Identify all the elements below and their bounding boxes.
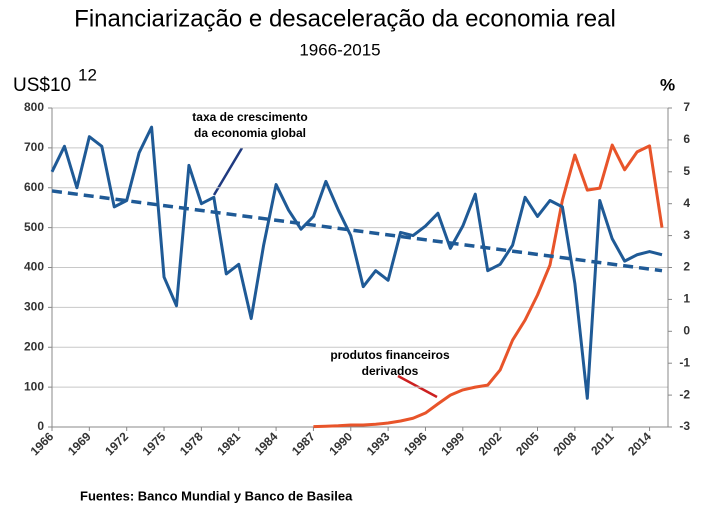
y2-tick-label: 4 xyxy=(683,196,690,210)
x-tick-label: 2014 xyxy=(625,429,654,458)
y-axis-label: US$10 xyxy=(13,75,71,96)
y2-tick-label: -1 xyxy=(679,355,690,369)
y2-tick-label: -3 xyxy=(679,419,690,433)
x-tick-label: 1978 xyxy=(177,429,206,458)
y-tick-label: 800 xyxy=(24,100,44,114)
y-tick-label: 0 xyxy=(37,419,44,433)
source: Fuentes: Banco Mundial y Banco de Basile… xyxy=(80,488,353,503)
line xyxy=(313,143,664,429)
y-axis-label-exponent: 12 xyxy=(78,65,97,84)
y2-tick-label: 0 xyxy=(683,323,690,337)
y2-tick-label: 6 xyxy=(683,132,690,146)
annotation: da economia global xyxy=(194,126,306,140)
y2-tick-label: 7 xyxy=(683,100,690,114)
x-tick-label: 1999 xyxy=(438,429,467,458)
y-tick-label: 300 xyxy=(24,300,44,314)
trend-line xyxy=(51,189,663,273)
y-tick-label: 400 xyxy=(24,260,44,274)
line xyxy=(50,125,663,400)
y-tick-label: 200 xyxy=(24,339,44,353)
x-tick-label: 1993 xyxy=(364,429,393,458)
x-tick-label: 1972 xyxy=(102,429,131,458)
x-tick-label: 2008 xyxy=(550,429,579,458)
y-tick-label: 600 xyxy=(24,180,44,194)
x-tick-label: 1984 xyxy=(252,429,281,458)
y2-tick-label: 3 xyxy=(683,228,690,242)
x-tick-label: 1966 xyxy=(28,429,57,458)
y-tick-label: 500 xyxy=(24,220,44,234)
annotation-arrow xyxy=(212,147,244,196)
x-tick-label: 2011 xyxy=(588,429,617,458)
x-tick-label: 1990 xyxy=(326,429,355,458)
x-tick-label: 1987 xyxy=(289,429,318,458)
y2-axis-label: % xyxy=(660,75,675,94)
x-tick-label: 2002 xyxy=(476,429,505,458)
annotation-arrow xyxy=(397,374,438,399)
x-tick-label: 1981 xyxy=(214,429,243,458)
y2-tick-label: 5 xyxy=(683,164,690,178)
chart-subtitle: 1966-2015 xyxy=(299,40,380,59)
y-tick-label: 100 xyxy=(24,379,44,393)
x-tick-label: 1996 xyxy=(401,429,430,458)
x-tick-label: 2005 xyxy=(513,429,542,458)
x-tick-label: 1975 xyxy=(140,429,169,458)
chart-title: Financiarização e desaceleração da econo… xyxy=(74,5,616,32)
y-tick-label: 700 xyxy=(24,140,44,154)
annotation: taxa de crescimento xyxy=(192,110,307,124)
y2-tick-label: 1 xyxy=(683,292,690,306)
x-tick-label: 1969 xyxy=(65,429,94,458)
y2-tick-label: -2 xyxy=(679,387,690,401)
annotation: produtos financeiros xyxy=(330,348,450,362)
y2-tick-label: 2 xyxy=(683,260,690,274)
annotation: derivados xyxy=(362,364,419,378)
